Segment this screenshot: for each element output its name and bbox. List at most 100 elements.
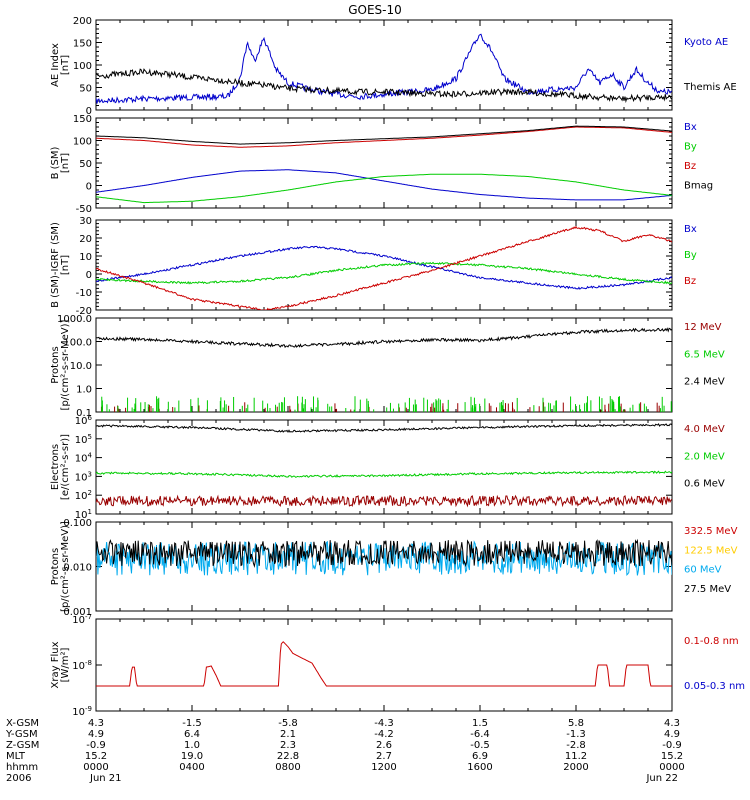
x-row-label: Z-GSM [6, 740, 39, 751]
x-row-label: 2006 [6, 773, 31, 784]
x-row-label: MLT [6, 751, 26, 762]
legend-entry: 0.1-0.8 nm [684, 636, 739, 647]
y-axis-label: [e/(cm²-s-sr)] [60, 434, 71, 500]
x-tick-label: 1200 [371, 762, 396, 773]
series-group [96, 423, 672, 508]
series-line-By [96, 261, 672, 285]
series-group [96, 225, 672, 310]
legend-entry: Bmag [684, 181, 713, 192]
y-axis-label: Protons [50, 548, 61, 585]
y-tick-label: 100.0 [63, 338, 92, 349]
series-line-2-4-MeV [96, 327, 672, 349]
x-tick-label: Jun 22 [645, 773, 678, 784]
y-axis-label: [W/m²] [60, 647, 71, 682]
x-tick-label: -2.8 [566, 740, 586, 751]
y-axis-label: [p/(cm²-s-sr-MeV)] [60, 319, 71, 410]
x-tick-label: -1.3 [566, 729, 586, 740]
series-line-2-0-MeV [96, 470, 672, 478]
y-tick-label: 0.1 [76, 408, 92, 419]
series-line-Bz [96, 225, 672, 310]
x-tick-label: -6.4 [470, 729, 490, 740]
y-tick-label: 50 [79, 159, 92, 170]
y-axis-label: AE Index [50, 43, 61, 87]
x-tick-label: 1.5 [472, 718, 488, 729]
legend-entry: Bx [684, 122, 697, 133]
legend-entry: 6.5 MeV [684, 349, 725, 360]
series-group [96, 33, 672, 104]
panel-6: 0.001 0.010 0.100 Protons [p/(cm²-s-sr-MeV)]… [50, 518, 738, 618]
x-tick-label: -0.9 [662, 740, 682, 751]
series-group [96, 641, 672, 687]
y-tick-label: 10 [79, 252, 92, 263]
y-tick-label: -20 [76, 306, 92, 317]
y-tick-label: -50 [76, 204, 92, 215]
x-tick-label: 4.9 [664, 729, 680, 740]
series-line-27-5-MeV [96, 538, 672, 569]
x-tick-label: -0.5 [470, 740, 490, 751]
y-axis-label: B (SM) [50, 146, 61, 179]
y-axis-label: Electrons [50, 444, 61, 490]
y-tick-label: 20 [79, 234, 92, 245]
legend-entry: Bz [684, 276, 696, 287]
panel-frame [95, 317, 673, 413]
x-tick-label: 6.4 [184, 729, 200, 740]
y-tick-label: 1000.0 [57, 314, 92, 325]
y-tick-label: 102 [75, 489, 92, 502]
series-line-Bmag [96, 125, 672, 145]
series-line-0-6-MeV [96, 423, 672, 433]
y-axis-label: [p/(cm²-s-sr-MeV)] [60, 521, 71, 612]
y-tick-label: 0.001 [63, 607, 92, 618]
legend-entry: 12 MeV [684, 322, 722, 333]
y-tick-label: 50 [79, 84, 92, 95]
x-tick-label: -4.2 [374, 729, 394, 740]
y-tick-label: -10 [76, 288, 92, 299]
y-tick-label: 0 [86, 106, 92, 117]
legend-entry: 0.05-0.3 nm [684, 681, 745, 692]
legend-entry: 2.0 MeV [684, 451, 725, 462]
y-tick-label: 101 [75, 508, 92, 521]
panel-frame [95, 618, 673, 712]
legend-entry: 0.6 MeV [684, 479, 725, 490]
x-tick-label: 2.6 [376, 740, 392, 751]
x-tick-label: 1600 [467, 762, 492, 773]
x-axis-labels: X-GSMY-GSMZ-GSMMLThhmm20064.34.9-0.915.2… [5, 718, 685, 784]
y-tick-label: 10.0 [70, 361, 92, 372]
x-tick-label: 22.8 [277, 751, 299, 762]
y-tick-label: 0 [86, 270, 92, 281]
panel-1: 0 50 100 150 200 AE Index [nT] Kyoto AE Themis A… [50, 16, 737, 117]
y-axis-label: [nT] [60, 55, 71, 75]
series-line-By [96, 173, 672, 204]
y-tick-label: 0 [86, 182, 92, 193]
x-tick-label: -0.9 [86, 740, 106, 751]
x-tick-label: 0400 [179, 762, 204, 773]
y-axis-label: B (SM)-IGRF (SM) [50, 222, 61, 308]
series-line-Bx [96, 169, 672, 201]
legend-entry: 27.5 MeV [684, 584, 731, 595]
y-tick-label: 200 [73, 16, 92, 27]
y-tick-label: 104 [75, 452, 93, 465]
x-tick-label: 2.7 [376, 751, 392, 762]
x-tick-label: 6.9 [472, 751, 488, 762]
legend-entry: Bx [684, 224, 697, 235]
y-axis-label: Protons [50, 346, 61, 383]
y-tick-label: 105 [75, 433, 92, 446]
y-tick-label: 150 [73, 114, 92, 125]
panel-2: -50 0 50 100 150 B (SM) [nT] Bx By Bz Bmag [50, 114, 713, 215]
series-group [96, 538, 672, 576]
y-axis-label: [nT] [60, 255, 71, 275]
series-line-Themis-AE [96, 68, 672, 104]
y-tick-label: 100 [73, 137, 92, 148]
x-tick-label: 11.2 [565, 751, 587, 762]
series-line-0-1-0-8-nm [96, 641, 672, 687]
x-tick-label: 4.3 [88, 718, 104, 729]
panel-4: 0.1 1.0 10.0 100.0 1000.0 Protons [p/(cm²-s-sr… [50, 314, 725, 419]
legend-entry: Kyoto AE [684, 37, 728, 48]
x-tick-label: 15.2 [85, 751, 107, 762]
y-tick-label: 10-9 [72, 705, 92, 718]
y-axis-label: [nT] [60, 153, 71, 173]
y-tick-label: 150 [73, 39, 92, 50]
y-tick-label: 1.0 [76, 385, 92, 396]
panel-3: -20 -10 0 10 20 30 B (SM)-IGRF (SM) [nT] Bx By Bz [50, 216, 697, 317]
y-tick-label: 0.010 [63, 563, 92, 574]
